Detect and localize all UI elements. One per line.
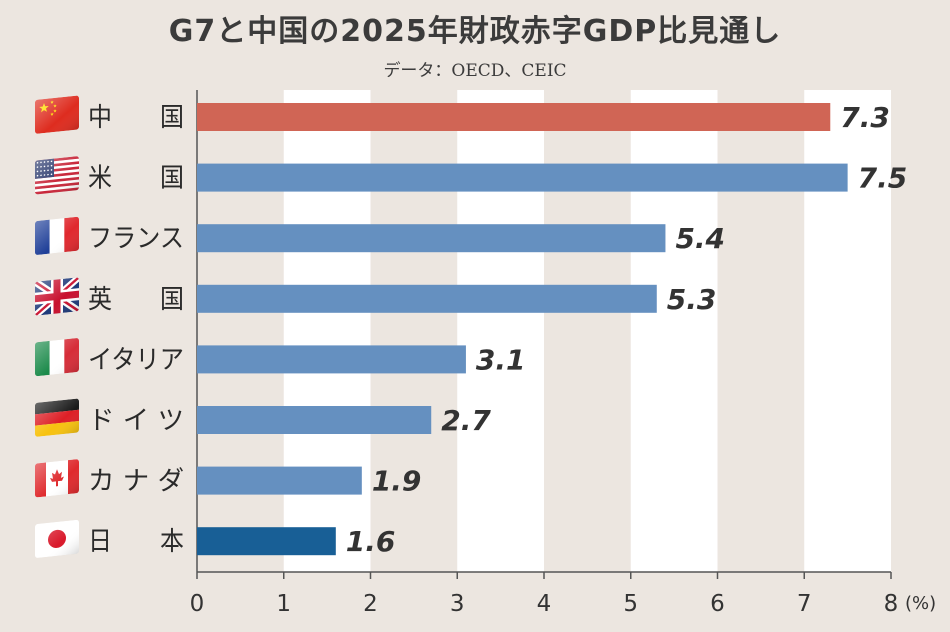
usa-flag-icon [35,155,79,195]
flags [35,95,79,559]
x-tick-label: 3 [450,591,465,617]
bar [197,284,657,313]
category-label: ド イ ツ [88,406,184,436]
china-flag-icon [35,95,79,134]
uk-flag-icon [35,277,79,316]
bar [197,224,666,253]
bar [197,466,362,495]
x-tick-label: 8 [884,591,899,617]
value-label: 7.3 [840,101,890,134]
italy-flag-icon [35,337,79,377]
x-tick-label: 7 [797,591,812,617]
x-tick-label: 1 [276,591,291,617]
value-label: 5.3 [667,283,717,316]
grid-band [630,90,718,572]
x-tick-label: 2 [363,591,378,617]
value-label: 2.7 [441,404,491,437]
canada-flag-icon [35,458,79,498]
bar [197,406,432,434]
x-tick-label: 0 [190,591,205,617]
x-tick-label: 6 [710,591,725,617]
x-unit-label: (%) [905,593,936,614]
value-label: 5.4 [675,222,725,255]
category-label: 英 国 [88,285,184,315]
value-label: 1.6 [346,525,396,558]
grid-band [283,90,371,572]
value-label: 7.5 [858,162,908,195]
category-label: 日 本 [88,527,184,557]
bars: 7.3 7.5 5.4 5.3 3.1 2.7 1.9 1.6 [197,101,907,558]
value-label: 1.9 [372,465,422,498]
grid-band [457,90,544,572]
germany-flag-icon [35,398,79,437]
bar [197,103,831,131]
bar [197,527,336,556]
category-label: フランス [88,224,184,254]
value-label: 3.1 [476,343,526,376]
source-note: データ：OECD、CEIC [383,61,567,81]
category-label: イタリア [88,345,184,375]
x-tick-label: 4 [537,591,552,617]
category-label: 米 国 [88,164,184,194]
chart-title: G7と中国の2025年財政赤字GDP比見通し [168,14,782,49]
grid-bands [283,90,891,572]
france-flag-icon [35,216,79,256]
x-tick-label: 5 [623,591,638,617]
bar [197,163,848,192]
japan-flag-icon [35,519,79,559]
category-label: 中 国 [88,103,184,133]
category-label: カ ナ ダ [88,467,184,497]
x-axis: 0 1 2 3 4 5 6 7 8 (%) [190,90,936,617]
bar [197,345,466,374]
